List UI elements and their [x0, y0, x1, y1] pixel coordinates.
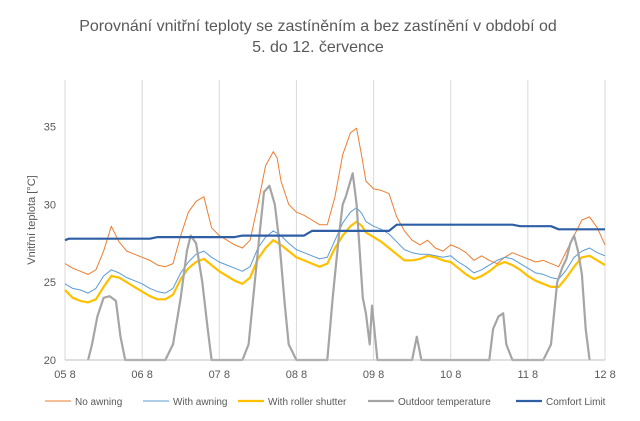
- legend-label: Outdoor temperature: [398, 397, 491, 408]
- x-tick-label: 07 8: [209, 369, 230, 381]
- x-tick-label: 10 8: [440, 369, 461, 381]
- y-tick-labels: 20 25 30 35: [44, 122, 56, 367]
- legend: No awning With awning With roller shutter O…: [45, 397, 606, 408]
- series-line-comfort-limit: [64, 223, 605, 242]
- series-line-with-roller-shutter: [64, 220, 606, 304]
- chart-title-line-2: 5. do 12. července: [252, 39, 384, 56]
- y-tick-label: 25: [44, 277, 56, 289]
- legend-label: With awning: [173, 397, 227, 408]
- x-tick-label: 08 8: [286, 369, 307, 381]
- y-tick-label: 30: [44, 199, 56, 211]
- legend-label: Comfort Limit: [546, 397, 606, 408]
- legend-label: No awning: [75, 397, 122, 408]
- series-group: [64, 127, 606, 362]
- legend-label: With roller shutter: [268, 397, 347, 408]
- x-tick-label: 06 8: [131, 369, 152, 381]
- x-tick-label: 11 8: [518, 369, 539, 381]
- chart-title-line-1: Porovnání vnitřní teploty se zastíněním …: [79, 18, 557, 35]
- y-tick-label: 35: [44, 122, 56, 134]
- gridlines: [64, 80, 606, 360]
- y-tick-label: 20: [44, 355, 56, 367]
- x-tick-label: 05 8: [54, 369, 75, 381]
- series-line-outdoor-temperature: [87, 172, 591, 362]
- x-tick-label: 09 8: [363, 369, 384, 381]
- y-axis-label: Vnitřní teplota [°C]: [26, 175, 38, 264]
- series-line-no-awning: [64, 127, 606, 275]
- x-tick-labels: 05 8 06 8 07 8 08 8 09 8 10 8 11 8 12 8: [54, 369, 615, 381]
- x-tick-label: 12 8: [594, 369, 615, 381]
